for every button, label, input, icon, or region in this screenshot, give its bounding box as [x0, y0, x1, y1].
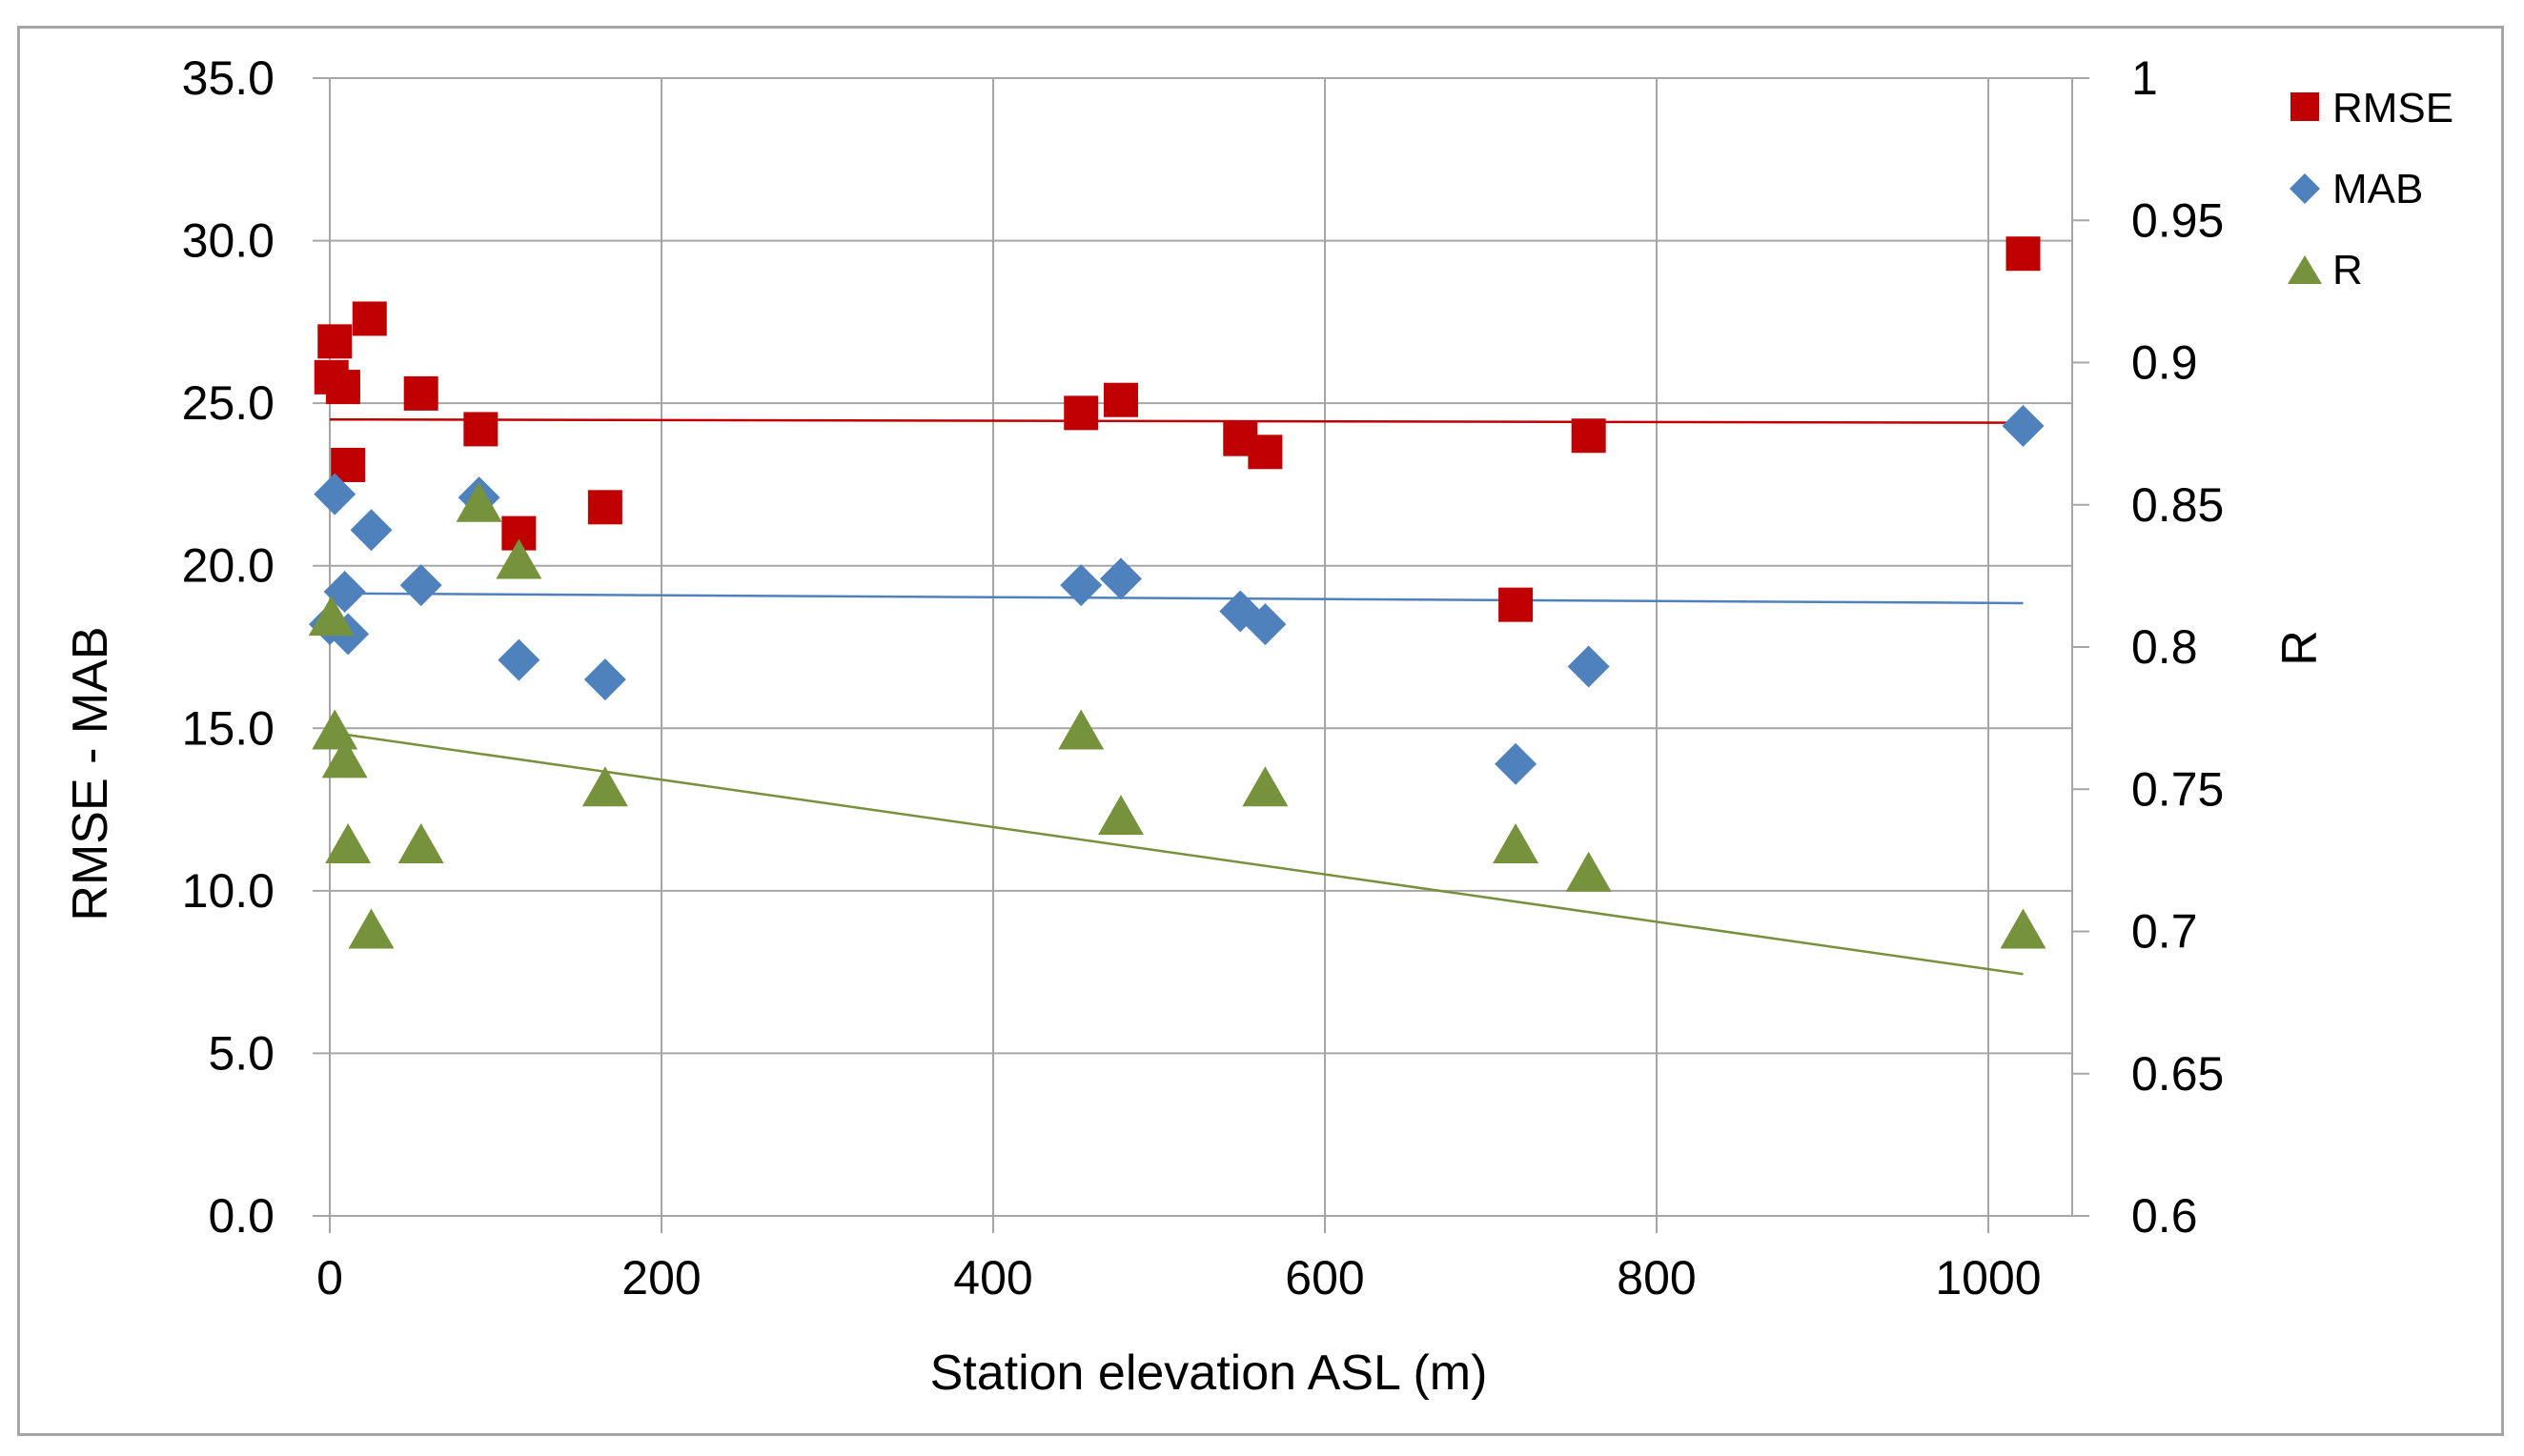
- legend-rmse-label: RMSE: [2332, 85, 2453, 131]
- y2-tick-label: 0.75: [2131, 762, 2224, 816]
- rmse-point: [1103, 382, 1138, 417]
- gridlines: [329, 78, 2072, 1216]
- x-tick-label: 200: [621, 1251, 701, 1304]
- y-tick-label: 0.0: [208, 1189, 275, 1243]
- rmse-point: [463, 412, 499, 447]
- mab-point: [498, 638, 540, 681]
- y-tick-label: 25.0: [182, 376, 275, 430]
- mab-point: [583, 658, 626, 701]
- y2-tick-label: 0.9: [2131, 336, 2198, 390]
- r-point: [348, 908, 395, 949]
- r-point: [397, 822, 444, 863]
- x-tick-label: 600: [1285, 1251, 1364, 1304]
- y-tick-label: 35.0: [182, 51, 275, 105]
- r-point: [1242, 766, 1289, 807]
- legend-r-marker: [2288, 255, 2322, 284]
- r-point: [312, 709, 358, 750]
- y2-tick-label: 0.6: [2131, 1189, 2198, 1243]
- rmse-point: [587, 490, 622, 525]
- rmse-point: [317, 324, 353, 359]
- r-point: [2000, 908, 2046, 949]
- y-tick-label: 30.0: [182, 214, 275, 268]
- chart-frame: [17, 26, 2504, 1436]
- legend-item-r: R: [2288, 247, 2363, 293]
- legend-rmse-marker: [2290, 92, 2319, 121]
- r-point: [325, 822, 372, 863]
- y2-tick-label: 0.65: [2131, 1047, 2224, 1101]
- r-point: [496, 538, 542, 579]
- r-point: [1097, 795, 1144, 836]
- data-points: [308, 236, 2046, 949]
- legend-mab-marker: [2290, 173, 2320, 204]
- legend-mab-label: MAB: [2332, 166, 2423, 212]
- mab-point: [2002, 405, 2045, 448]
- r-point: [1058, 709, 1105, 750]
- x-tick-label: 800: [1617, 1251, 1696, 1304]
- y-tick-label: 10.0: [182, 864, 275, 918]
- mab-point: [350, 509, 393, 552]
- mab-point: [314, 473, 356, 516]
- y-tick-labels: 0.0 5.0 10.0 15.0 20.0 25.0 30.0 35.0: [182, 51, 275, 1243]
- y2-tick-label: 1: [2131, 51, 2158, 105]
- x-tick-label: 0: [316, 1251, 343, 1304]
- trend-line-r: [329, 731, 2024, 976]
- y2-axis-title: R: [2272, 630, 2328, 666]
- r-point: [1493, 822, 1539, 863]
- mab-point: [1495, 742, 1537, 785]
- rmse-point: [1571, 418, 1606, 454]
- mab-point: [1060, 564, 1103, 607]
- y2-tick-labels: 0.6 0.65 0.7 0.75 0.8 0.85 0.9 0.95 1: [2131, 51, 2224, 1243]
- r-point: [581, 766, 628, 807]
- legend: RMSE MAB R: [2288, 85, 2453, 293]
- rmse-point: [1064, 395, 1099, 431]
- trend-lines: [329, 417, 2024, 976]
- mab-point: [399, 564, 442, 607]
- x-tick-label: 1000: [1935, 1251, 2041, 1304]
- axes: [313, 77, 2089, 1233]
- rmse-point: [2005, 236, 2041, 272]
- legend-r-label: R: [2332, 247, 2363, 293]
- y-tick-label: 5.0: [208, 1026, 275, 1080]
- trend-line-mab: [329, 592, 2024, 605]
- y-tick-label: 15.0: [182, 701, 275, 755]
- mab-point: [1244, 603, 1287, 646]
- legend-item-rmse: RMSE: [2290, 85, 2453, 131]
- plot-area-border: [329, 77, 2073, 1217]
- r-point: [456, 481, 502, 522]
- r-point: [1565, 851, 1612, 892]
- y2-tick-label: 0.7: [2131, 905, 2198, 959]
- rmse-point: [1498, 587, 1534, 622]
- mab-point: [1099, 557, 1142, 600]
- y2-tick-label: 0.8: [2131, 620, 2198, 674]
- rmse-point: [403, 375, 438, 411]
- rmse-point: [325, 370, 360, 405]
- trend-line-rmse: [329, 417, 2024, 424]
- x-tick-label: 400: [953, 1251, 1032, 1304]
- y2-tick-label: 0.95: [2131, 193, 2224, 247]
- y2-tick-label: 0.85: [2131, 478, 2224, 532]
- r-point: [321, 738, 368, 779]
- x-axis-title: Station elevation ASL (m): [930, 1345, 1488, 1401]
- legend-item-mab: MAB: [2290, 166, 2423, 212]
- y-axis-title: RMSE - MAB: [63, 626, 118, 920]
- rmse-point: [352, 301, 387, 336]
- y-tick-label: 20.0: [182, 539, 275, 593]
- mab-point: [1567, 645, 1610, 688]
- x-tick-labels: 0 200 400 600 800 1000: [316, 1251, 2042, 1304]
- rmse-point: [1248, 435, 1283, 470]
- r-point: [308, 596, 355, 637]
